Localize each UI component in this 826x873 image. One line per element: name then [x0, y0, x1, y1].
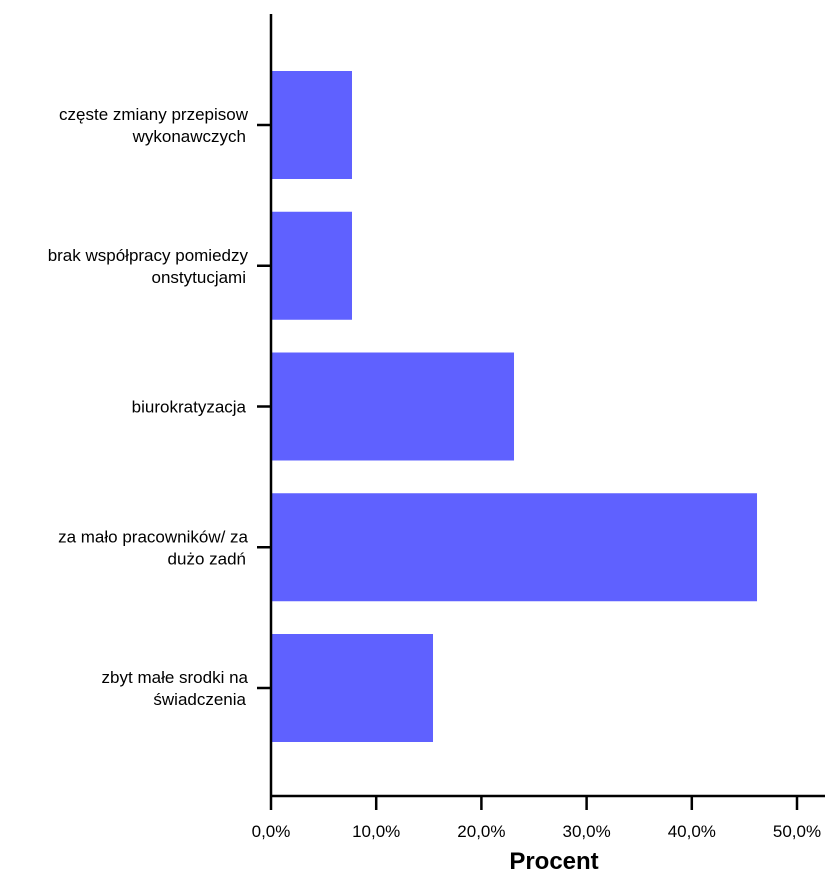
category-label: onstytucjami: [152, 268, 246, 287]
category-label: za mało pracowników/ za: [58, 527, 248, 546]
x-tick-label: 10,0%: [352, 822, 400, 841]
bar: [271, 71, 353, 179]
category-label: zbyt małe srodki na: [102, 668, 249, 687]
category-label: wykonawczych: [132, 127, 246, 146]
x-tick-label: 40,0%: [668, 822, 716, 841]
bar: [271, 211, 353, 320]
category-label: biurokratyzacja: [132, 398, 247, 417]
bar: [271, 634, 434, 742]
category-labels-group: częste zmiany przepisow wykonawczych brak …: [48, 105, 249, 709]
x-tick-label: 20,0%: [457, 822, 505, 841]
category-label: brak współpracy pomiedzy: [48, 246, 249, 265]
bars-group: [271, 71, 758, 742]
category-label: dużo zadń: [168, 549, 246, 568]
x-tick-label: 0,0%: [252, 822, 291, 841]
category-label: świadczenia: [153, 690, 246, 709]
category-label: częste zmiany przepisow: [59, 105, 249, 124]
x-tick-label: 30,0%: [562, 822, 610, 841]
bar: [271, 352, 515, 461]
x-ticks-group: 0,0% 10,0% 20,0% 30,0% 40,0% 50,0%: [252, 123, 821, 841]
x-axis-title: Procent: [509, 848, 598, 873]
x-tick-label: 50,0%: [773, 822, 821, 841]
bar: [271, 493, 758, 602]
